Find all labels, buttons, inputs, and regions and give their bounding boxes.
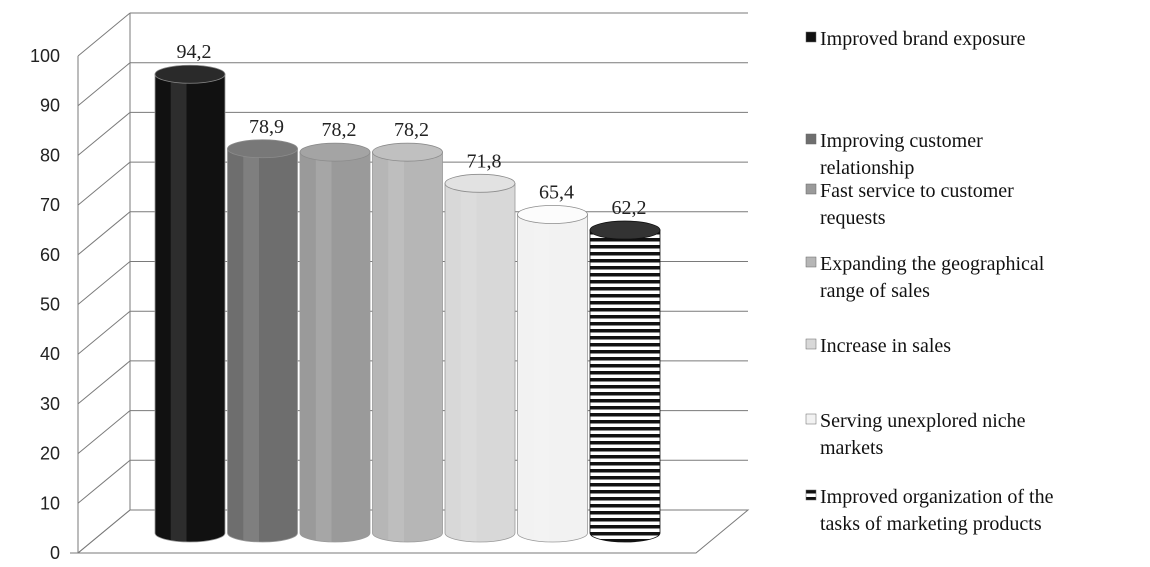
side-gridline: [77, 62, 131, 107]
legend-label: relationship: [820, 157, 914, 179]
legend-label: Fast service to customer: [820, 180, 1014, 202]
bar: [372, 142, 443, 543]
side-gridline: [77, 161, 131, 206]
bar-body: [444, 182, 516, 543]
legend-item: Increase in sales: [805, 335, 951, 357]
data-label: 78,2: [322, 119, 357, 141]
bar: [517, 205, 588, 543]
bar: [227, 139, 298, 543]
legend-label: requests: [820, 207, 886, 229]
bar-highlight: [388, 152, 404, 542]
bar-top: [517, 205, 588, 224]
bar: [589, 220, 661, 543]
legend-swatch: [805, 183, 817, 195]
bar-top: [299, 142, 371, 162]
legend-swatch: [805, 256, 817, 268]
bar-body: [299, 151, 371, 543]
data-label: 78,2: [394, 119, 429, 141]
bar-body: [227, 148, 298, 543]
data-label: 62,2: [612, 197, 647, 219]
side-gridline: [77, 459, 131, 504]
legend-swatch: [805, 338, 817, 350]
legend-item: Improved brand exposure: [805, 28, 1026, 50]
side-gridline: [77, 410, 131, 454]
y-tick-label: 100: [30, 46, 60, 66]
legend-item: Improved organization of the tasks of mar…: [805, 486, 1054, 535]
legend-label: Serving unexplored niche: [820, 410, 1026, 432]
data-label: 65,4: [539, 182, 574, 204]
data-labels: 94,2 78,9 78,2 78,2 71,8 65,4 62,2: [177, 41, 647, 219]
legend-item: Fast service to customer requests: [805, 180, 1014, 229]
y-tick-label: 90: [40, 96, 60, 116]
bar-top: [154, 64, 226, 84]
bar: [444, 173, 516, 543]
legend-item: Serving unexplored niche markets: [805, 410, 1026, 459]
bar-highlight: [243, 148, 259, 542]
data-label: 78,9: [249, 116, 284, 138]
y-axis: 0 10 20 30 40 50 60 70 80 90 100: [30, 46, 60, 563]
legend-label: Increase in sales: [820, 335, 951, 357]
bar: [299, 142, 371, 543]
bar-highlight: [533, 214, 549, 542]
legend-swatch: [805, 489, 817, 501]
data-label: 71,8: [467, 150, 502, 172]
data-label: 94,2: [177, 41, 212, 63]
bar: [154, 64, 226, 543]
side-gridline: [77, 310, 131, 355]
bar-body: [154, 73, 226, 543]
y-tick-label: 20: [40, 444, 60, 464]
y-tick-label: 0: [50, 543, 60, 563]
bar-top: [227, 139, 298, 159]
legend-label: Expanding the geographical: [820, 253, 1045, 275]
y-tick-label: 70: [40, 195, 60, 215]
legend-item: Expanding the geographical range of sales: [805, 253, 1045, 302]
bar-highlight: [170, 74, 187, 542]
y-tick-label: 30: [40, 394, 60, 414]
bar-body: [589, 229, 661, 543]
legend: Improved brand exposure Improving custome…: [805, 28, 1054, 535]
side-gridline: [77, 211, 131, 256]
y-tick-label: 10: [40, 493, 60, 513]
bar-top: [589, 220, 661, 240]
legend-label: Improved brand exposure: [820, 28, 1026, 50]
legend-swatch: [805, 413, 817, 425]
bar-top: [372, 142, 443, 162]
side-gridline: [77, 112, 131, 156]
legend-swatch: [805, 133, 817, 145]
legend-label: Improving customer: [820, 130, 983, 152]
y-tick-label: 80: [40, 145, 60, 165]
bar-highlight: [460, 183, 477, 542]
y-tick-label: 40: [40, 344, 60, 364]
chart-floor: [76, 509, 750, 554]
side-gridline: [77, 12, 131, 57]
legend-label: range of sales: [820, 280, 930, 302]
y-tick-label: 50: [40, 295, 60, 315]
legend-label: Improved organization of the: [820, 486, 1054, 508]
bar-body: [372, 151, 443, 543]
side-gridline: [77, 360, 131, 405]
legend-item: Improving customer relationship: [805, 130, 983, 179]
bar-body: [517, 214, 588, 543]
legend-label: tasks of marketing products: [820, 513, 1042, 535]
legend-swatch: [805, 31, 817, 43]
bar-highlight: [315, 152, 332, 542]
y-tick-label: 60: [40, 245, 60, 265]
side-gridline: [77, 261, 131, 305]
legend-label: markets: [820, 437, 884, 459]
bars: [154, 64, 661, 543]
bar-top: [444, 173, 516, 193]
